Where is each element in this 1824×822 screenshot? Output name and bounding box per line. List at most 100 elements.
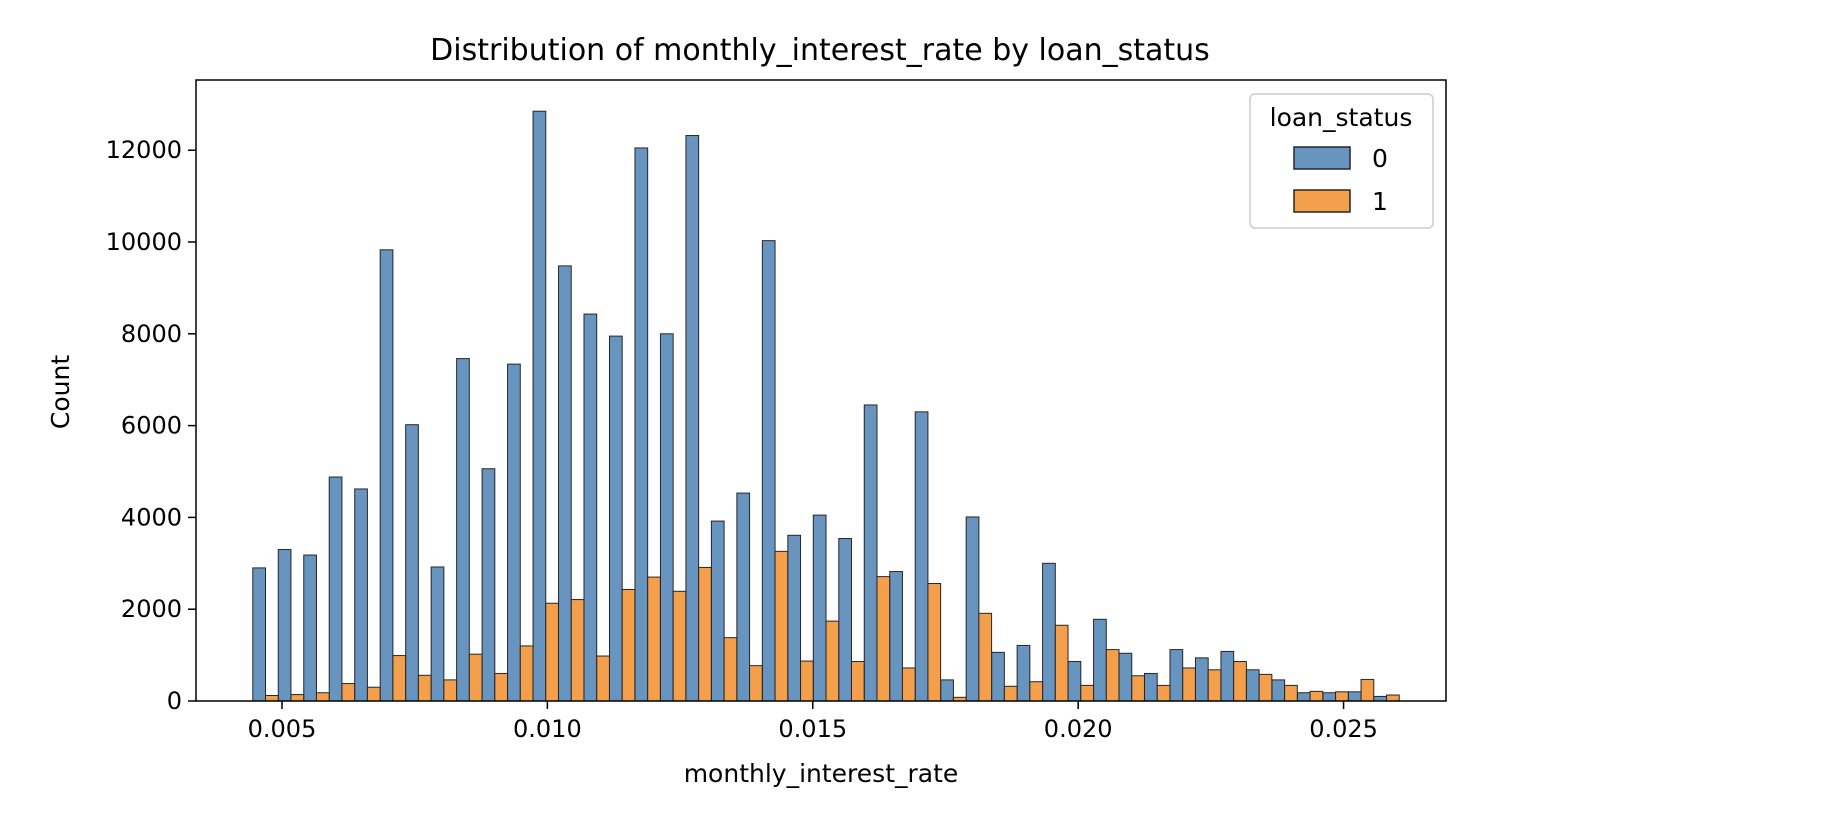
bar-series-1-bin-11 <box>545 602 559 702</box>
bar-series-0-bin-43 <box>1347 691 1362 702</box>
bar-series-1-bin-35 <box>1156 684 1171 702</box>
bar-series-1-bin-33 <box>1105 649 1120 702</box>
bar-series-0-bin-40 <box>1271 679 1286 702</box>
bar-series-1-bin-44 <box>1386 694 1400 702</box>
bar-series-1-bin-18 <box>723 637 738 702</box>
bar-series-1-bin-0 <box>265 694 279 702</box>
bar-series-1-bin-36 <box>1182 667 1196 702</box>
y-tick-label: 10000 <box>106 228 182 256</box>
bar-series-1-bin-6 <box>417 674 432 702</box>
bar-series-1-bin-13 <box>596 655 610 702</box>
bar-series-1-bin-43 <box>1360 678 1375 702</box>
bar-series-1-bin-19 <box>749 665 763 702</box>
bar-series-1-bin-7 <box>443 679 458 702</box>
bar-series-0-bin-36 <box>1169 649 1184 702</box>
y-tick-label: 6000 <box>121 412 182 440</box>
bar-series-1-bin-42 <box>1335 691 1349 702</box>
bar-series-1-bin-41 <box>1309 690 1324 702</box>
bar-series-0-bin-27 <box>940 679 954 702</box>
bar-series-1-bin-10 <box>519 645 534 702</box>
bar-series-0-bin-10 <box>507 363 521 702</box>
bar-series-0-bin-13 <box>583 313 598 702</box>
bar-series-1-bin-12 <box>570 599 585 702</box>
bar-series-0-bin-1 <box>277 549 292 702</box>
bar-series-0-bin-26 <box>914 411 929 702</box>
bar-series-0-bin-29 <box>991 651 1005 702</box>
bar-series-1-bin-30 <box>1029 681 1044 702</box>
bar-series-0-bin-28 <box>965 516 980 702</box>
bar-series-0-bin-25 <box>889 571 903 702</box>
bar-series-0-bin-6 <box>405 424 419 702</box>
bar-series-0-bin-9 <box>481 468 496 702</box>
bar-series-0-bin-34 <box>1118 652 1133 702</box>
x-tick-label: 0.010 <box>513 715 582 743</box>
bar-series-1-bin-16 <box>672 590 687 702</box>
bar-series-1-bin-5 <box>392 655 407 702</box>
bar-series-1-bin-3 <box>341 683 356 702</box>
bar-series-1-bin-25 <box>901 667 916 702</box>
bar-series-1-bin-29 <box>1003 685 1018 702</box>
bar-series-0-bin-41 <box>1296 692 1311 702</box>
bar-series-0-bin-12 <box>558 265 572 702</box>
bar-series-0-bin-21 <box>787 534 802 702</box>
bar-series-1-bin-37 <box>1207 669 1222 702</box>
bar-series-1-bin-9 <box>494 672 509 702</box>
bar-series-0-bin-32 <box>1067 661 1082 702</box>
bar-series-1-bin-38 <box>1233 661 1247 702</box>
legend-swatch-1 <box>1293 189 1351 213</box>
bar-series-0-bin-14 <box>608 335 623 702</box>
bar-series-1-bin-23 <box>850 661 865 702</box>
x-tick-label: 0.015 <box>778 715 847 743</box>
bar-series-1-bin-31 <box>1054 624 1069 702</box>
bar-series-0-bin-5 <box>379 249 394 702</box>
bar-series-1-bin-15 <box>647 576 661 702</box>
bar-series-0-bin-11 <box>532 110 547 702</box>
bar-series-0-bin-8 <box>456 358 470 702</box>
bar-series-1-bin-17 <box>698 566 712 702</box>
plot-frame <box>195 79 1447 702</box>
bar-series-1-bin-40 <box>1284 684 1298 702</box>
bar-series-1-bin-4 <box>366 686 381 702</box>
bar-series-1-bin-26 <box>927 583 942 702</box>
bar-series-1-bin-39 <box>1258 673 1273 702</box>
bar-series-0-bin-17 <box>685 135 700 702</box>
bar-series-0-bin-38 <box>1220 650 1235 702</box>
bar-series-0-bin-2 <box>303 554 317 702</box>
bar-series-1-bin-2 <box>315 692 330 702</box>
y-tick-label: 12000 <box>106 136 182 164</box>
y-tick-label: 2000 <box>121 595 182 623</box>
bar-series-0-bin-24 <box>863 404 878 702</box>
y-axis: 0 2000 4000 6000 8000 10000 12000 <box>106 136 196 715</box>
legend-label-1: 1 <box>1372 187 1388 216</box>
bar-series-1-bin-14 <box>621 588 636 702</box>
legend-title: loan_status <box>1270 103 1413 132</box>
bar-series-1-bin-22 <box>825 620 840 702</box>
bar-series-1-bin-28 <box>978 612 993 702</box>
bar-series-0-bin-23 <box>838 538 852 702</box>
bar-series-0-bin-20 <box>761 240 776 702</box>
legend: loan_status 0 1 <box>1249 93 1434 229</box>
bar-series-1-bin-1 <box>290 694 305 702</box>
x-axis-title: monthly_interest_rate <box>684 759 959 788</box>
y-axis-title: Count <box>46 355 75 429</box>
bar-series-0-bin-0 <box>252 567 266 702</box>
bar-series-1-bin-20 <box>774 550 789 702</box>
bar-series-0-bin-7 <box>430 566 445 702</box>
bar-series-0-bin-37 <box>1194 657 1209 702</box>
y-tick-label: 4000 <box>121 503 182 531</box>
bar-series-0-bin-39 <box>1245 669 1260 702</box>
x-tick-label: 0.020 <box>1044 715 1113 743</box>
bar-series-0-bin-3 <box>328 476 343 702</box>
x-axis: 0.005 0.010 0.015 0.020 0.025 <box>248 701 1378 743</box>
legend-label-0: 0 <box>1372 144 1388 173</box>
x-tick-label: 0.005 <box>248 715 317 743</box>
bar-series-1-bin-21 <box>800 660 814 702</box>
bar-series-1-bin-32 <box>1080 684 1095 702</box>
x-tick-label: 0.025 <box>1309 715 1378 743</box>
bar-series-0-bin-4 <box>354 488 368 702</box>
y-tick-label: 0 <box>167 687 182 715</box>
bar-series-0-bin-15 <box>634 147 649 702</box>
bar-series-1-bin-34 <box>1131 675 1145 702</box>
bars <box>252 110 1400 702</box>
